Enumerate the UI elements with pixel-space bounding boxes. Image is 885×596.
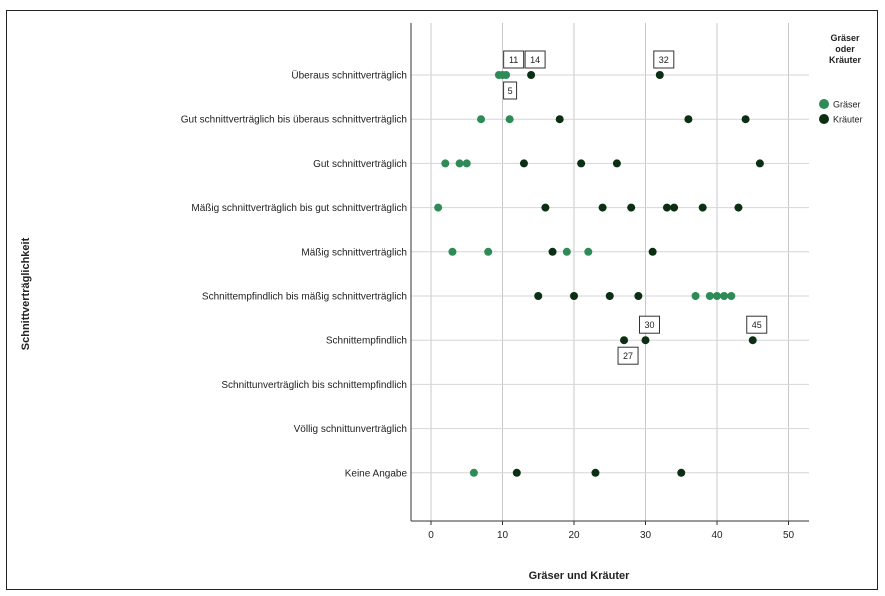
- point-gräser-14: [706, 292, 714, 300]
- category-label-0: Überaus schnittverträglich: [291, 70, 407, 82]
- point-gräser-8: [434, 204, 442, 212]
- legend-marker-gräser: [819, 99, 829, 109]
- legend-marker-kräuter: [819, 114, 829, 124]
- annotation-label-2: 32: [659, 55, 669, 65]
- point-kräuter-20: [606, 292, 614, 300]
- point-kräuter-25: [513, 469, 521, 477]
- point-kräuter-24: [749, 336, 757, 344]
- point-kräuter-10: [599, 204, 607, 212]
- point-kräuter-7: [613, 159, 621, 167]
- gridlines: [431, 23, 789, 521]
- scatter-chart: Überaus schnittverträglich Gut schnittver…: [7, 11, 877, 589]
- x-tick-label-2: 20: [568, 530, 580, 541]
- annotation-label-3: 5: [508, 86, 513, 96]
- point-gräser-17: [727, 292, 735, 300]
- annotation-label-5: 45: [752, 320, 762, 330]
- point-gräser-11: [563, 248, 571, 256]
- point-kräuter-3: [684, 115, 692, 123]
- point-kräuter-14: [699, 204, 707, 212]
- category-reference-lines: [411, 75, 809, 473]
- x-tick-label-5: 50: [783, 530, 795, 541]
- point-kräuter-4: [742, 115, 750, 123]
- point-kräuter-17: [649, 248, 657, 256]
- point-gräser-5: [441, 159, 449, 167]
- y-axis-title: Schnittverträglichkeit: [20, 237, 32, 350]
- category-label-7: Schnittunverträglich bis schnittempfindl…: [221, 380, 407, 391]
- annotation-label-6: 27: [623, 351, 633, 361]
- category-label-9: Keine Angabe: [345, 468, 408, 479]
- point-kräuter-12: [663, 204, 671, 212]
- category-labels: Überaus schnittverträglich Gut schnittver…: [181, 70, 408, 480]
- point-kräuter-15: [734, 204, 742, 212]
- chart-frame: Überaus schnittverträglich Gut schnittver…: [6, 10, 878, 590]
- point-gräser-18: [470, 469, 478, 477]
- point-kräuter-16: [549, 248, 557, 256]
- x-tick-label-3: 30: [640, 530, 652, 541]
- point-kräuter-6: [577, 159, 585, 167]
- data-points: [434, 71, 764, 477]
- point-kräuter-26: [591, 469, 599, 477]
- category-label-4: Mäßig schnittverträglich: [301, 247, 407, 258]
- category-label-2: Gut schnittverträglich: [313, 159, 407, 170]
- point-gräser-12: [584, 248, 592, 256]
- point-gräser-6: [456, 159, 464, 167]
- x-tick-label-0: 0: [428, 530, 434, 541]
- point-gräser-7: [463, 159, 471, 167]
- legend-title-line-0: Gräser: [830, 33, 860, 43]
- point-kräuter-9: [541, 204, 549, 212]
- point-kräuter-19: [570, 292, 578, 300]
- point-kräuter-0: [527, 71, 535, 79]
- point-gräser-2: [502, 71, 510, 79]
- point-gräser-10: [484, 248, 492, 256]
- annotation-label-4: 30: [644, 320, 654, 330]
- category-label-8: Völlig schnittunverträglich: [294, 424, 407, 435]
- point-kräuter-21: [634, 292, 642, 300]
- point-kräuter-1: [656, 71, 664, 79]
- legend-label-gräser: Gräser: [833, 100, 861, 110]
- point-gräser-9: [448, 248, 456, 256]
- x-axis-title: Gräser und Kräuter: [529, 570, 631, 582]
- point-gräser-15: [713, 292, 721, 300]
- x-axis: 0 10 20 30 40 50: [411, 23, 809, 541]
- point-gräser-16: [720, 292, 728, 300]
- x-tick-label-1: 10: [497, 530, 509, 541]
- legend-title-line-1: oder: [835, 44, 855, 54]
- x-tick-label-4: 40: [711, 530, 723, 541]
- point-kräuter-18: [534, 292, 542, 300]
- point-kräuter-8: [756, 159, 764, 167]
- legend-title-line-2: Kräuter: [829, 55, 862, 65]
- category-label-6: Schnittempfindlich: [326, 336, 407, 347]
- point-kräuter-27: [677, 469, 685, 477]
- point-kräuter-11: [627, 204, 635, 212]
- category-label-5: Schnittempfindlich bis mäßig schnittvert…: [202, 292, 407, 303]
- annotation-label-0: 11: [509, 55, 518, 65]
- point-kräuter-23: [642, 336, 650, 344]
- point-kräuter-2: [556, 115, 564, 123]
- point-kräuter-5: [520, 159, 528, 167]
- category-label-3: Mäßig schnittverträglich bis gut schnitt…: [191, 203, 407, 214]
- annotation-label-1: 14: [530, 55, 540, 65]
- point-kräuter-22: [620, 336, 628, 344]
- point-kräuter-13: [670, 204, 678, 212]
- point-gräser-13: [692, 292, 700, 300]
- category-label-1: Gut schnittverträglich bis überaus schni…: [181, 115, 407, 126]
- point-gräser-4: [506, 115, 514, 123]
- legend-label-kräuter: Kräuter: [833, 115, 863, 125]
- point-gräser-3: [477, 115, 485, 123]
